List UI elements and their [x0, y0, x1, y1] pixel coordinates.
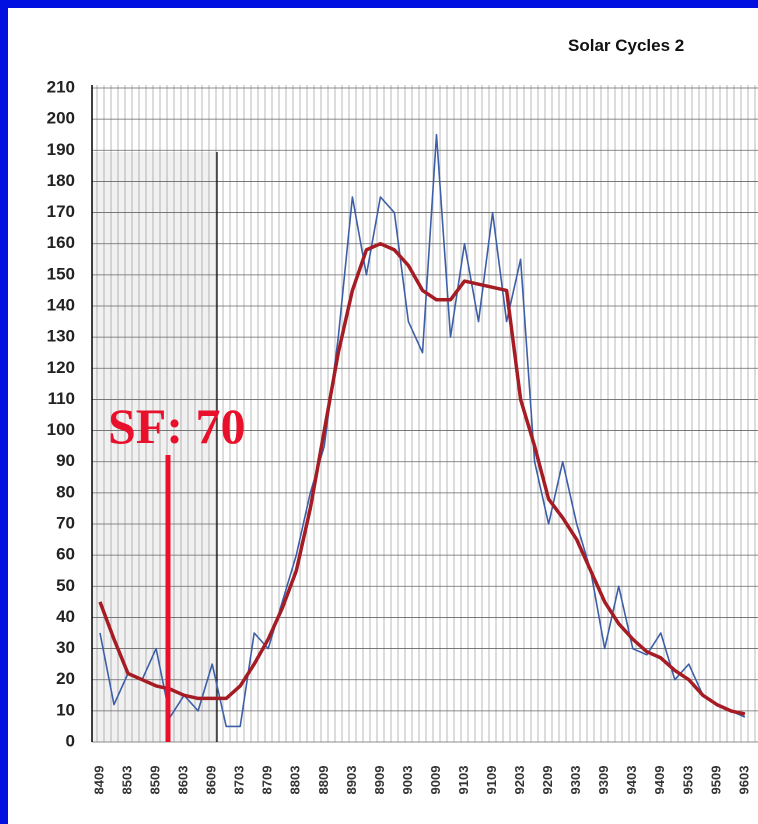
- y-tick-label: 80: [56, 482, 75, 501]
- x-tick-label: 9503: [680, 766, 695, 795]
- x-tick-label: 9003: [400, 766, 415, 795]
- y-tick-label: 70: [56, 513, 75, 532]
- x-tick-label: 9403: [624, 766, 639, 795]
- series-line: [98, 241, 746, 716]
- y-tick-label: 150: [47, 264, 75, 283]
- y-tick-label: 110: [48, 389, 75, 408]
- y-tick-label: 20: [56, 669, 75, 688]
- y-tick-label: 160: [47, 233, 75, 252]
- x-tick-label: 8609: [204, 766, 219, 795]
- plot-area: [98, 133, 746, 728]
- y-tick-label: 200: [47, 109, 75, 128]
- x-tick-label: 9103: [456, 766, 471, 795]
- x-tick-label: 9603: [736, 766, 751, 795]
- x-tick-label: 8603: [176, 766, 191, 795]
- y-tick-label: 100: [47, 420, 75, 439]
- grid: [92, 85, 758, 743]
- y-tick-label: 30: [56, 638, 75, 657]
- y-tick-label: 10: [56, 700, 75, 719]
- y-tick-label: 40: [56, 607, 75, 626]
- annotation: SF: 70: [108, 398, 246, 454]
- y-tick-label: 60: [56, 545, 75, 564]
- y-tick-label: 50: [56, 576, 75, 595]
- x-tick-label: 8509: [148, 766, 163, 795]
- x-tick-label: 8903: [344, 766, 359, 795]
- x-tick-label: 9209: [540, 766, 555, 795]
- y-tick-label: 130: [47, 327, 75, 346]
- x-tick-label: 9509: [708, 766, 723, 795]
- y-tick-label: 140: [47, 295, 75, 314]
- y-tick-label: 190: [47, 140, 75, 159]
- y-tick-label: 120: [47, 358, 75, 377]
- x-tick-label: 9303: [568, 766, 583, 795]
- x-tick-label: 8803: [288, 766, 303, 795]
- x-tick-label: 9203: [512, 766, 527, 795]
- x-tick-label: 9109: [484, 766, 499, 795]
- x-tick-label: 9009: [428, 766, 443, 795]
- y-tick-label: 170: [47, 202, 75, 221]
- y-tick-label: 210: [47, 77, 75, 96]
- x-tick-label: 8809: [316, 766, 331, 795]
- y-tick-label: 90: [56, 451, 75, 470]
- chart-title: Solar Cycles 2: [568, 36, 684, 55]
- series-line: [99, 133, 746, 728]
- x-tick-label: 8703: [232, 766, 247, 795]
- x-tick-label: 9309: [596, 766, 611, 795]
- y-tick-label: 0: [66, 731, 75, 750]
- y-tick-label: 180: [47, 171, 75, 190]
- x-tick-label: 8909: [372, 766, 387, 795]
- shaded-region: [92, 152, 217, 742]
- x-tick-label: 8503: [119, 766, 134, 795]
- x-tick-label: 8409: [91, 766, 106, 795]
- x-tick-label: 8709: [260, 766, 275, 795]
- x-tick-label: 9409: [652, 766, 667, 795]
